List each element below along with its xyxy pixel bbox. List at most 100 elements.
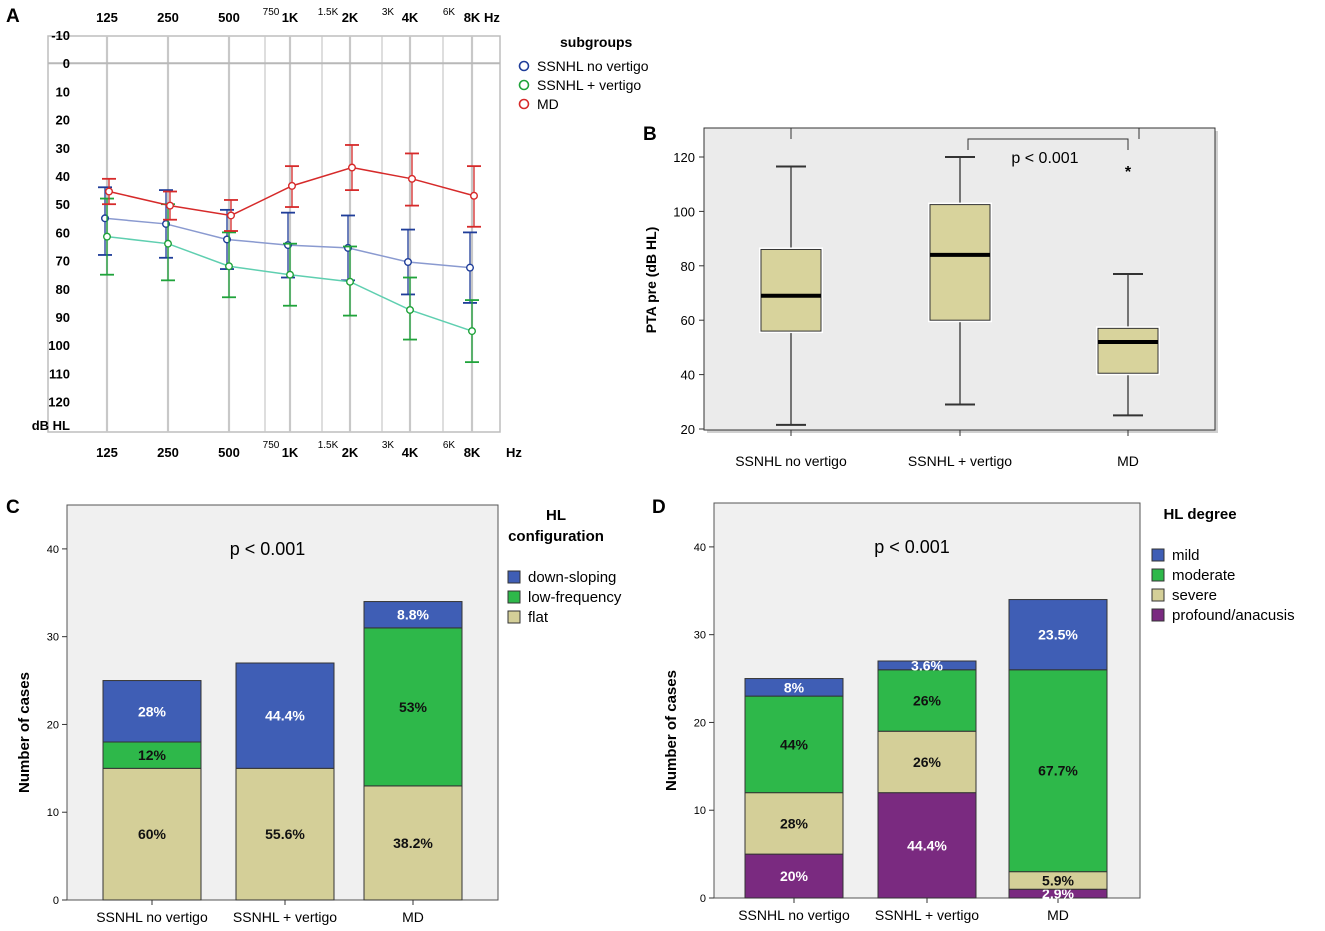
y-tick-label: 20 [681, 422, 695, 437]
bar-segment [363, 785, 463, 901]
data-label: 5.9% [1042, 872, 1074, 888]
x-tick-label-bottom: 8K [464, 445, 481, 460]
p-value-annotation: p < 0.001 [230, 539, 306, 559]
y-tick-label: 60 [681, 313, 695, 328]
x-tick-label-top: 1K [282, 10, 299, 25]
y-tick-label: 50 [56, 197, 70, 212]
x-tick-label-top: 8K [464, 10, 481, 25]
legend-label: MD [537, 96, 559, 112]
bar-segment [363, 601, 463, 629]
bar-segment [235, 662, 335, 769]
legend-title: subgroups [560, 34, 633, 50]
data-label: 12% [138, 747, 167, 763]
y-axis-label: Number of cases [16, 672, 33, 793]
bar-segment [102, 767, 202, 901]
x-tick-label-top: 4K [402, 10, 419, 25]
y-tick-label: 40 [694, 542, 706, 554]
x-tick-label: MD [1117, 453, 1139, 469]
data-point [468, 327, 477, 336]
x-tick-label-bottom: 125 [96, 445, 118, 460]
panel-letter-c: C [6, 497, 20, 518]
data-label: 8% [784, 679, 805, 695]
bar-segment [877, 660, 977, 671]
legend-marker [518, 79, 530, 91]
legend-swatch [1151, 568, 1165, 582]
legend-swatch [1151, 548, 1165, 562]
panel-b-boxplot: 20 40 60 80 100 120 PTA pre (dB HL) SSNHL no ve… [643, 127, 1218, 469]
box [760, 248, 822, 332]
legend-marker [518, 98, 530, 110]
y-tick-label: 80 [681, 259, 695, 274]
data-label: 67.7% [1038, 763, 1078, 779]
bar-segment [744, 853, 844, 899]
x-tick-label-top: 250 [157, 10, 179, 25]
x-axis-label-bottom: Hz [506, 445, 522, 460]
data-label: 23.5% [1038, 627, 1078, 643]
y-tick-label: 40 [681, 368, 695, 383]
y-tick-label: 40 [47, 544, 59, 556]
bar-segment [744, 792, 844, 855]
legend-swatch [507, 590, 521, 604]
data-point [404, 258, 413, 267]
y-axis-label: Number of cases [663, 670, 680, 791]
p-value-annotation: p < 0.001 [874, 537, 950, 557]
y-axis-label: PTA pre (dB HL) [643, 227, 659, 334]
panel-letter-a: A [6, 6, 20, 27]
data-point [286, 270, 295, 279]
y-tick-label: 20 [694, 717, 706, 729]
legend-label: flat [528, 609, 549, 626]
legend-title: HL degree [1163, 506, 1236, 523]
data-point [224, 262, 233, 271]
y-tick-label: 120 [48, 395, 70, 410]
x-tick-label-bottom: 1.5K [318, 440, 339, 451]
y-tick-label: 30 [56, 141, 70, 156]
panel-letter-b: B [643, 124, 657, 145]
significance-bracket [967, 138, 1129, 150]
data-point [346, 277, 355, 286]
y-tick-label: 90 [56, 310, 70, 325]
data-label: 26% [913, 754, 942, 770]
legend-label: moderate [1172, 567, 1235, 584]
y-tick-label: 0 [53, 895, 59, 907]
legend-label: SSNHL + vertigo [537, 77, 641, 93]
x-axis-label-top: Hz [484, 10, 500, 25]
data-label: 3.6% [911, 657, 943, 673]
x-tick-label-bottom: 500 [218, 445, 240, 460]
panel-letter-d: D [652, 497, 666, 518]
legend-label: profound/anacusis [1172, 607, 1295, 624]
y-tick-label: 100 [673, 204, 695, 219]
x-tick-label-top: 6K [443, 7, 456, 18]
y-axis-label: dB HL [32, 418, 70, 433]
x-tick-label-top: 2K [342, 10, 359, 25]
legend-swatch [1151, 608, 1165, 622]
y-tick-label: 40 [56, 169, 70, 184]
x-tick-label: MD [402, 909, 424, 925]
y-tick-label: 30 [47, 632, 59, 644]
y-tick-label: 10 [47, 807, 59, 819]
p-value-annotation: p < 0.001 [1011, 150, 1078, 167]
panel-a-audiogram: -10 0 10 20 30 40 50 60 70 80 90 100 110 120 dB HL 125 2… [32, 7, 649, 460]
data-label: 44% [780, 736, 809, 752]
x-tick-label-bottom: 3K [382, 440, 395, 451]
y-tick-label: 10 [56, 84, 70, 99]
y-tick-label: 20 [56, 113, 70, 128]
data-label: 28% [780, 815, 809, 831]
bar-segment [1008, 669, 1108, 873]
y-tick-label: 100 [48, 338, 70, 353]
data-label: 26% [913, 693, 942, 709]
data-point [408, 174, 417, 183]
data-label: 55.6% [265, 826, 305, 842]
y-tick-label: 10 [694, 805, 706, 817]
y-tick-label: 60 [56, 225, 70, 240]
data-label: 38.2% [393, 835, 433, 851]
bar-segment [102, 741, 202, 769]
x-tick-label-bottom: 6K [443, 440, 456, 451]
x-tick-label: SSNHL + vertigo [233, 909, 337, 925]
x-tick-label: SSNHL no vertigo [738, 907, 850, 923]
box [929, 204, 991, 321]
data-point [102, 232, 111, 241]
bar-segment [877, 730, 977, 794]
bar-segment [102, 680, 202, 743]
legend-swatch [1151, 588, 1165, 602]
